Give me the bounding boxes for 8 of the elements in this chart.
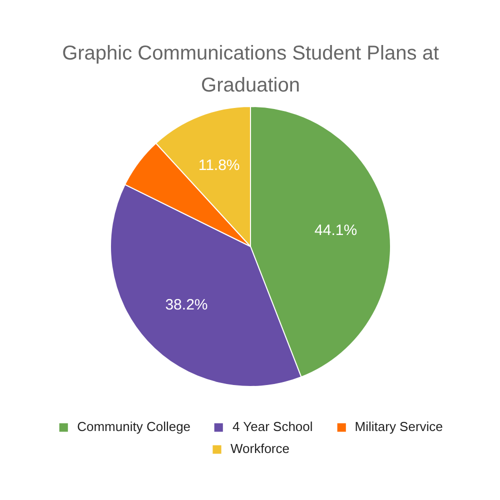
legend-label: 4 Year School bbox=[232, 419, 313, 434]
legend-label: Workforce bbox=[230, 441, 290, 456]
data-label: 11.8% bbox=[198, 157, 240, 174]
data-label: 44.1% bbox=[314, 222, 358, 240]
chart-title: Graphic Communications Student Plans at Graduation bbox=[62, 42, 440, 96]
legend-label: Military Service bbox=[354, 419, 443, 434]
legend-label: Community College bbox=[77, 419, 191, 434]
data-label: 38.2% bbox=[165, 296, 208, 314]
